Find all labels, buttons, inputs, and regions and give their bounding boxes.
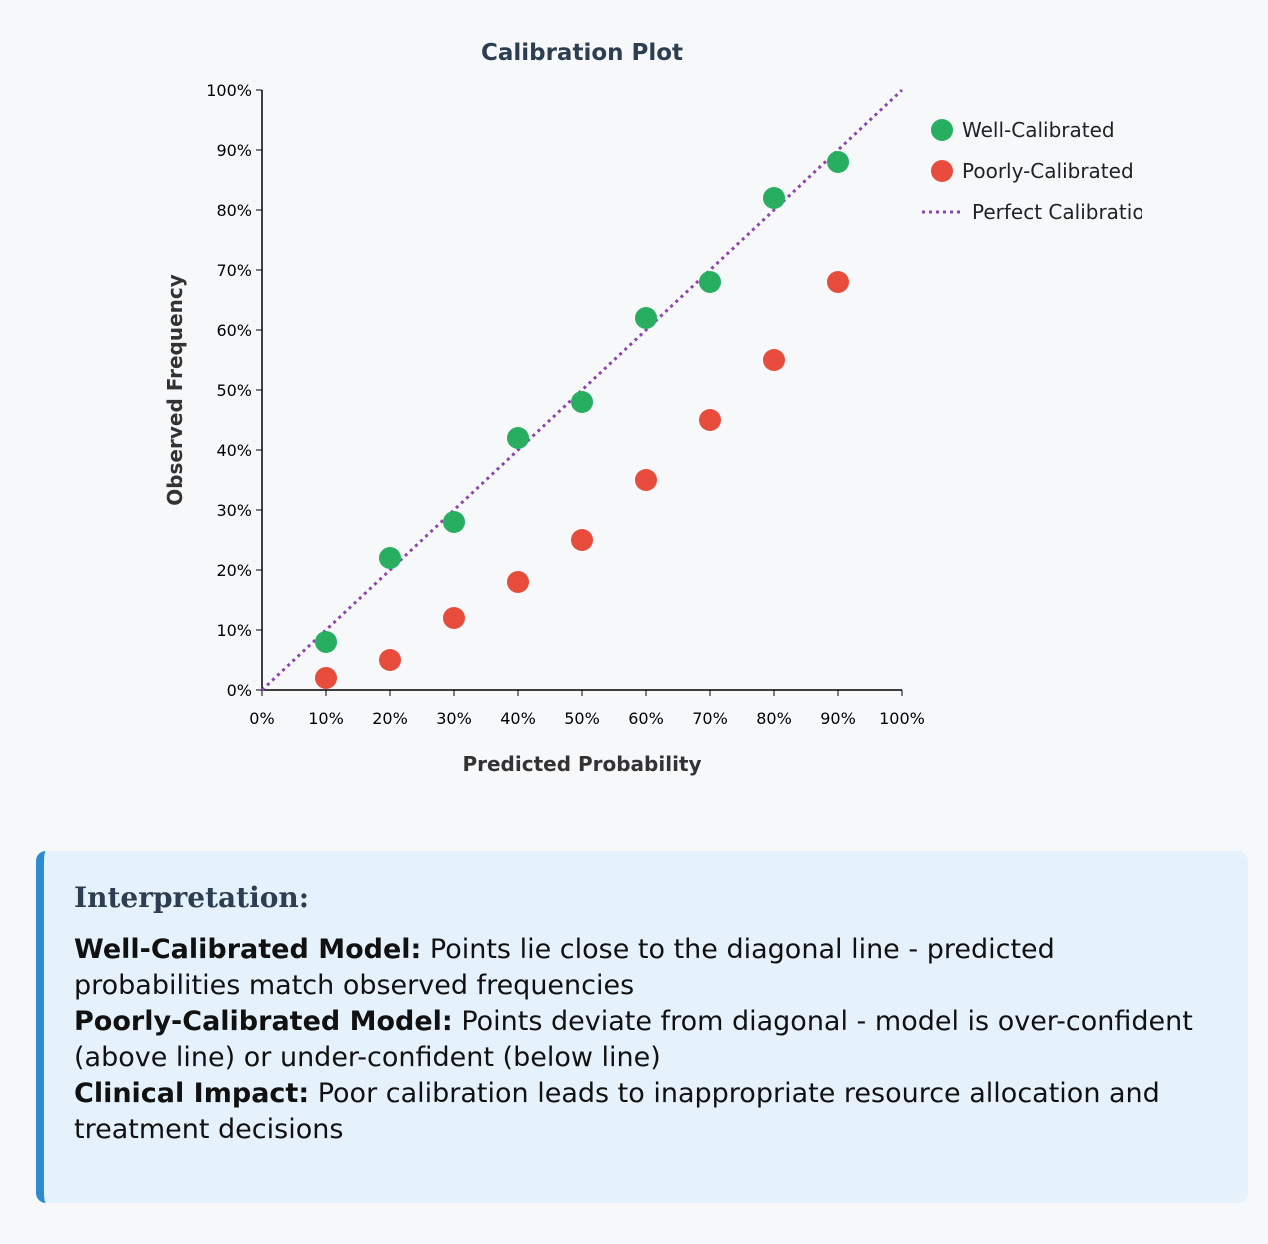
y-tick-label: 30% <box>216 501 252 520</box>
x-tick-label: 60% <box>628 709 664 728</box>
x-tick-label: 100% <box>879 709 925 728</box>
interpretation-item-poorly-calibrated: Poorly-Calibrated Model: Points deviate … <box>74 1004 1218 1076</box>
interpretation-text: Points deviate from diagonal - model is … <box>74 1006 1193 1073</box>
well-calibrated-point <box>763 187 785 209</box>
interpretation-box: Interpretation: Well-Calibrated Model: P… <box>36 851 1248 1203</box>
y-tick-label: 40% <box>216 441 252 460</box>
y-tick-label: 0% <box>227 681 252 700</box>
legend-marker <box>931 119 953 141</box>
x-tick-label: 50% <box>564 709 600 728</box>
x-tick-label: 80% <box>756 709 792 728</box>
interpretation-title: Interpretation: <box>74 881 310 914</box>
well-calibrated-point <box>571 391 593 413</box>
poorly-calibrated-point <box>379 649 401 671</box>
poorly-calibrated-point <box>763 349 785 371</box>
poorly-calibrated-point <box>635 469 657 491</box>
y-tick-label: 90% <box>216 141 252 160</box>
well-calibrated-point <box>507 427 529 449</box>
interpretation-item-well-calibrated: Well-Calibrated Model: Points lie close … <box>74 932 1218 1004</box>
poorly-calibrated-point <box>507 571 529 593</box>
x-tick-label: 90% <box>820 709 856 728</box>
legend-marker <box>931 160 953 182</box>
interpretation-label: Well-Calibrated Model: <box>74 934 422 965</box>
chart-title: Calibration Plot <box>481 40 683 66</box>
y-tick-label: 80% <box>216 201 252 220</box>
y-axis-label: Observed Frequency <box>163 274 187 506</box>
legend-label: Well-Calibrated <box>962 118 1115 142</box>
x-tick-label: 30% <box>436 709 472 728</box>
well-calibrated-point <box>443 511 465 533</box>
perfect-calibration-line <box>260 88 904 692</box>
legend-label: Poorly-Calibrated <box>962 159 1134 183</box>
interpretation-text: Poor calibration leads to inappropriate … <box>74 1078 1160 1145</box>
x-tick-label: 20% <box>372 709 408 728</box>
x-tick-label: 10% <box>308 709 344 728</box>
well-calibrated-point <box>699 271 721 293</box>
y-tick-label: 20% <box>216 561 252 580</box>
x-axis-label: Predicted Probability <box>462 752 701 776</box>
calibration-chart: Calibration Plot 0% 10% 20% 30% 40% 50% 60% 70%… <box>163 40 1157 776</box>
y-tick-label: 50% <box>216 381 252 400</box>
poorly-calibrated-point <box>315 667 337 689</box>
poorly-calibrated-point <box>571 529 593 551</box>
poorly-calibrated-point <box>827 271 849 293</box>
interpretation-label: Clinical Impact: <box>74 1078 310 1109</box>
x-tick-label: 40% <box>500 709 536 728</box>
interpretation-text: Points lie close to the diagonal line - … <box>74 934 1055 1001</box>
well-calibrated-point <box>379 547 401 569</box>
y-tick-label: 60% <box>216 321 252 340</box>
poorly-calibrated-point <box>443 607 465 629</box>
well-calibrated-point <box>315 631 337 653</box>
poorly-calibrated-point <box>699 409 721 431</box>
legend: Well-Calibrated Poorly-Calibrated Perfect … <box>922 118 1157 224</box>
x-tick-label: 0% <box>249 709 274 728</box>
interpretation-item-clinical-impact: Clinical Impact: Poor calibration leads … <box>74 1076 1218 1148</box>
legend-label: Perfect Calibration <box>972 200 1157 224</box>
x-tick-label: 70% <box>692 709 728 728</box>
well-calibrated-point <box>827 151 849 173</box>
interpretation-label: Poorly-Calibrated Model: <box>74 1006 453 1037</box>
well-calibrated-point <box>635 307 657 329</box>
y-tick-label: 10% <box>216 621 252 640</box>
y-tick-label: 70% <box>216 261 252 280</box>
y-tick-label: 100% <box>206 81 252 100</box>
